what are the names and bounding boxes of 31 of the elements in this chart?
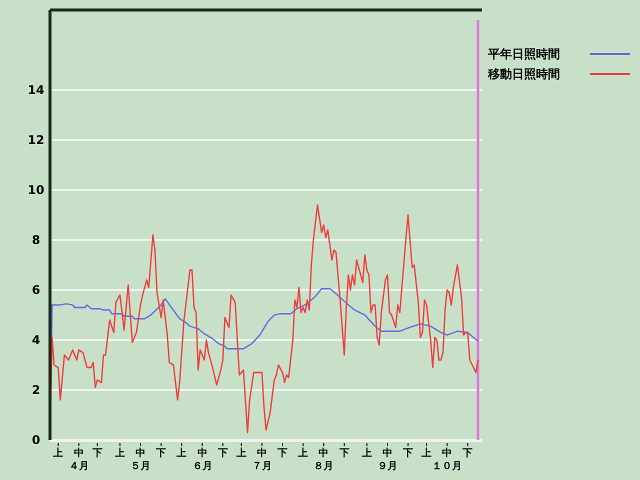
x-tick-label: 中６月 bbox=[192, 447, 212, 472]
x-tick-label: 上 bbox=[235, 447, 246, 459]
x-tick-label: 上 bbox=[360, 447, 372, 459]
y-tick-label: 12 bbox=[28, 133, 44, 147]
x-tick-label: 中９月 bbox=[377, 447, 398, 472]
x-tick-label: 中８月 bbox=[314, 447, 334, 472]
y-tick-label: 2 bbox=[32, 383, 40, 397]
x-tick-label: 中７月 bbox=[252, 447, 272, 472]
y-tick-label: 6 bbox=[32, 283, 40, 297]
x-tick-label: 下 bbox=[338, 448, 350, 459]
y-tick-label: 4 bbox=[32, 333, 40, 347]
y-tick-label: 0 bbox=[32, 433, 40, 447]
x-tick-label: 下 bbox=[91, 448, 102, 459]
x-tick-label: 中５月 bbox=[130, 447, 151, 472]
x-tick-label: 下 bbox=[462, 448, 473, 459]
text: 平年日照時間 bbox=[487, 47, 560, 61]
x-tick-label: 上 bbox=[52, 447, 64, 459]
y-tick-label: 8 bbox=[32, 233, 40, 247]
y-tick-label: 10 bbox=[28, 183, 44, 197]
text: 移動日照時間 bbox=[487, 67, 560, 81]
x-tick-label: 上 bbox=[420, 447, 432, 459]
x-tick-label: 下 bbox=[216, 448, 228, 459]
y-tick-label: 14 bbox=[28, 83, 44, 97]
x-tick-label: 中４月 bbox=[68, 447, 89, 472]
x-tick-label: 下 bbox=[276, 448, 288, 459]
x-tick-label: 上 bbox=[297, 447, 308, 459]
x-tick-label: 上 bbox=[176, 447, 187, 459]
x-tick-label: 下 bbox=[155, 448, 166, 459]
x-tick-label: 下 bbox=[402, 448, 414, 459]
x-tick-label: 上 bbox=[114, 447, 125, 459]
x-tick-label: 中１０月 bbox=[432, 447, 462, 472]
